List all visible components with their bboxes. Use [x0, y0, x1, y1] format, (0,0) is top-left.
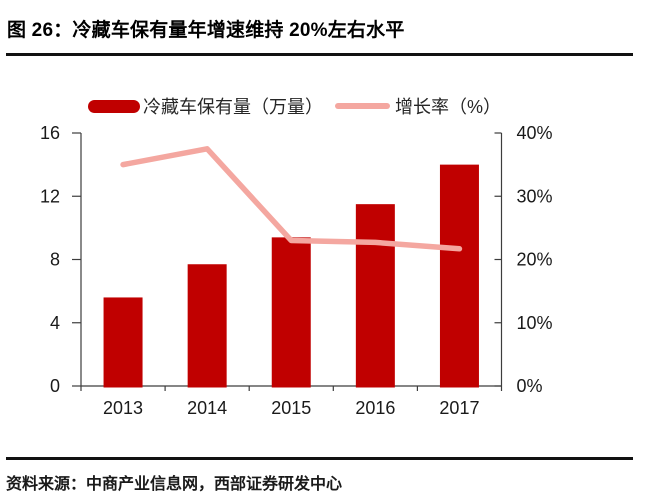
right-axis-tick-label: 40% — [517, 123, 553, 143]
x-axis-category-label: 2016 — [355, 398, 395, 418]
x-axis-category-label: 2014 — [187, 398, 227, 418]
bar-2017 — [439, 164, 479, 388]
source-note: 资料来源：中商产业信息网，西部证券研发中心 — [6, 476, 343, 493]
bar-2014 — [187, 264, 227, 388]
bar-2015 — [271, 237, 311, 388]
right-axis-tick-label: 30% — [517, 186, 553, 206]
combo-chart: 0 4 8 12 16 0% 10% 20% 30% 40% 2013 2014 2015 2016 201… — [40, 123, 553, 418]
x-axis-category-label: 2017 — [439, 398, 479, 418]
left-axis-tick-label: 8 — [50, 250, 60, 270]
title-divider — [6, 53, 633, 56]
chart-legend: 冷藏车保有量（万量） 增长率（%） — [88, 93, 501, 119]
legend-item-line-series: 增长率（%） — [335, 93, 501, 119]
line-series-label: 增长率（%） — [395, 97, 502, 117]
bar-series-label: 冷藏车保有量（万量） — [143, 97, 323, 117]
footer-divider — [6, 457, 633, 460]
left-axis-tick-label: 4 — [50, 313, 60, 333]
right-axis-tick-label: 0% — [517, 376, 543, 396]
growth-rate-line — [120, 146, 463, 252]
x-axis-category-label: 2015 — [271, 398, 311, 418]
bar-2016 — [355, 204, 395, 388]
left-axis-tick-label: 12 — [40, 186, 60, 206]
right-axis-tick-label: 20% — [517, 250, 553, 270]
left-axis-tick-label: 0 — [50, 376, 60, 396]
left-axis-tick-label: 16 — [40, 123, 60, 143]
right-axis-tick-label: 10% — [517, 313, 553, 333]
x-axis-category-label: 2013 — [103, 398, 143, 418]
line-series-swatch — [335, 103, 390, 109]
bar-2013 — [103, 297, 143, 388]
bar-series-swatch — [88, 99, 140, 113]
figure-title: 图 26：冷藏车保有量年增速维持 20%左右水平 — [7, 20, 405, 41]
legend-item-bar-series: 冷藏车保有量（万量） — [88, 93, 323, 119]
